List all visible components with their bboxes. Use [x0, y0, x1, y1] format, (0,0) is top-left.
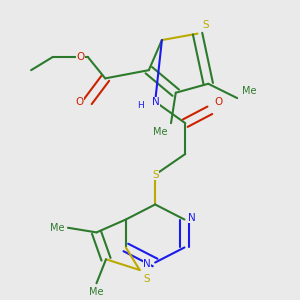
- Text: N: N: [188, 213, 196, 223]
- Text: Me: Me: [242, 86, 256, 96]
- Text: N: N: [143, 259, 151, 269]
- Text: Me: Me: [89, 287, 104, 297]
- Text: O: O: [76, 97, 84, 107]
- Text: O: O: [214, 97, 223, 107]
- Text: O: O: [76, 52, 85, 62]
- Text: N: N: [152, 97, 160, 107]
- Text: Me: Me: [152, 128, 167, 137]
- Text: S: S: [202, 20, 209, 30]
- Text: H: H: [137, 101, 143, 110]
- Text: S: S: [144, 274, 150, 284]
- Text: S: S: [153, 170, 159, 180]
- Text: Me: Me: [50, 223, 64, 233]
